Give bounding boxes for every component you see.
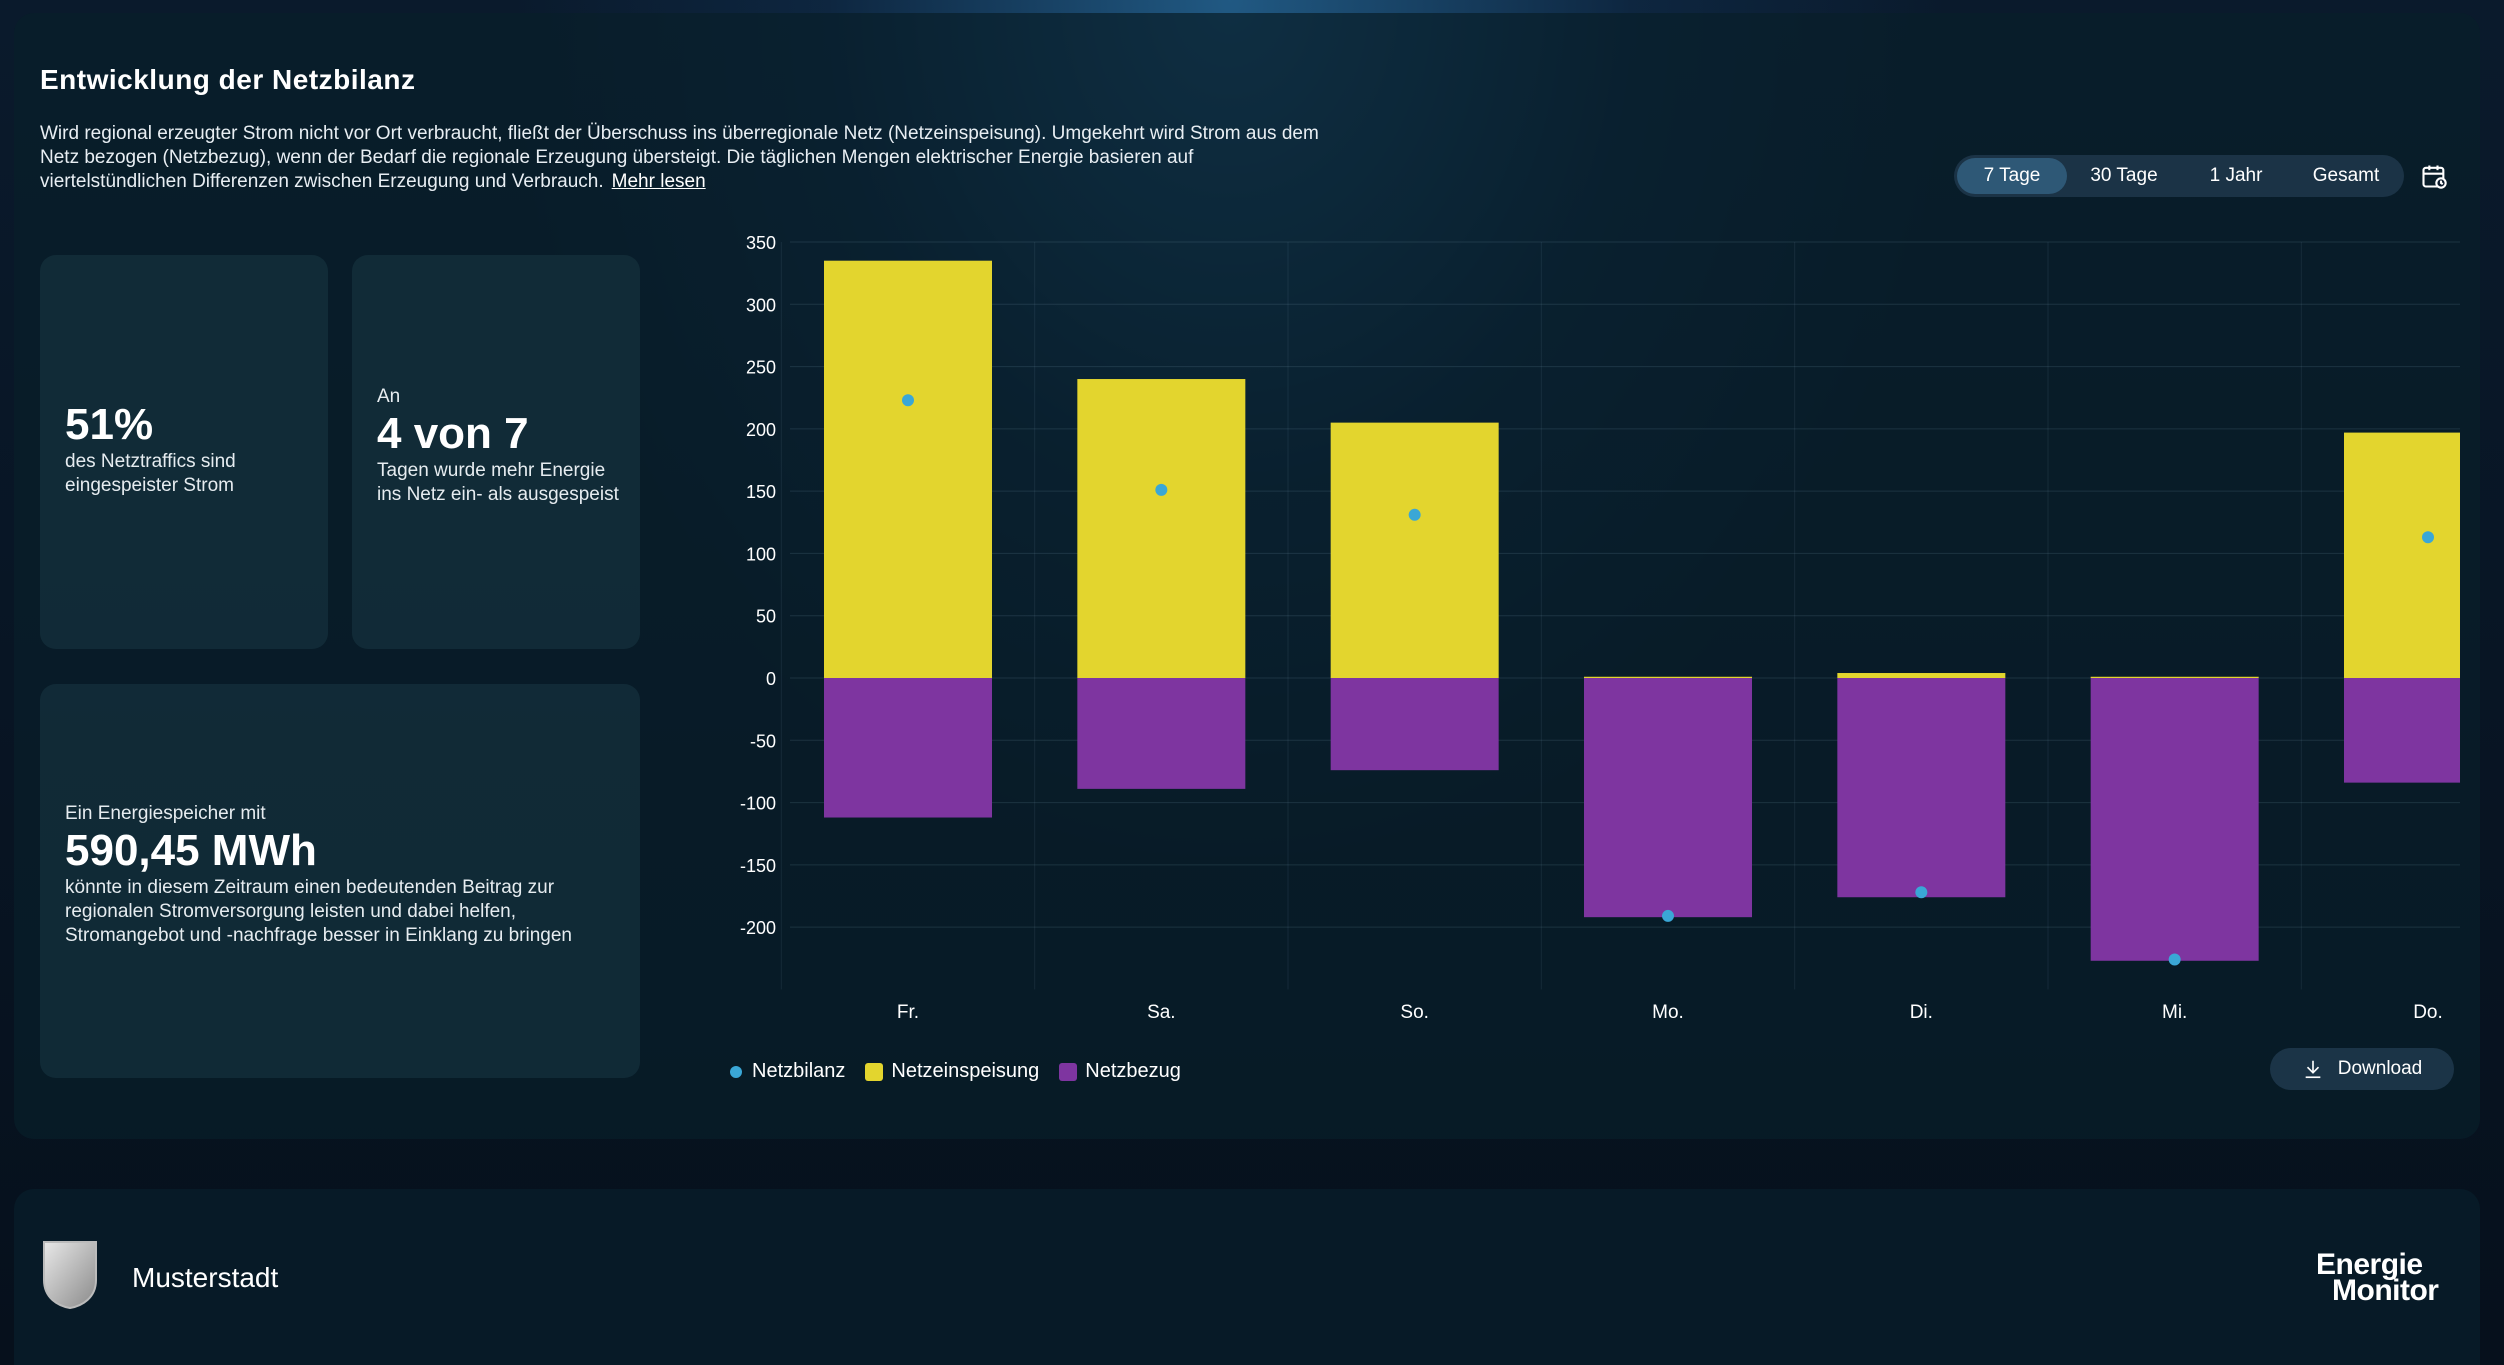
page-title: Entwicklung der Netzbilanz <box>40 64 416 95</box>
share-value: 51% <box>65 400 154 449</box>
bar-netzbezug[interactable] <box>1584 678 1752 918</box>
description: Wird regional erzeugter Strom nicht vor … <box>40 122 1340 194</box>
energie-monitor-logo: Energie Monitor <box>2316 1248 2439 1307</box>
legend-netzbezug[interactable]: Netzbezug <box>1059 1060 1181 1083</box>
storage-value: 590,45 MWh <box>65 826 317 875</box>
y-tick-label: -200 <box>740 918 776 938</box>
legend-label-netzbezug: Netzbezug <box>1085 1060 1181 1082</box>
bar-netzeinspeisung[interactable] <box>1077 379 1246 678</box>
y-tick-label: 50 <box>756 607 776 627</box>
bar-netzeinspeisung[interactable] <box>2344 432 2460 678</box>
storage-text: könnte in diesem Zeitraum einen bedeuten… <box>65 877 572 946</box>
days-value: 4 von 7 <box>377 409 529 458</box>
range-selector: 7 Tage 30 Tage 1 Jahr Gesamt <box>1954 155 2404 197</box>
legend-swatch-netzeinspeisung <box>865 1062 884 1081</box>
download-icon <box>2305 1060 2321 1079</box>
bar-netzbezug[interactable] <box>824 678 992 818</box>
x-tick-label: Fr. <box>897 1002 919 1023</box>
bar-netzbezug[interactable] <box>1077 678 1246 789</box>
range-option-gesamt[interactable]: Gesamt <box>2312 165 2380 186</box>
bar-netzbezug[interactable] <box>1330 678 1499 771</box>
y-tick-label: -100 <box>740 794 776 814</box>
legend-swatch-netzbezug <box>1059 1062 1078 1081</box>
days-text: Tagen wurde mehr Energie ins Netz ein- a… <box>377 460 619 505</box>
legend-netzbilanz[interactable]: Netzbilanz <box>730 1060 845 1083</box>
y-tick-label: 100 <box>746 544 776 564</box>
point-netzbilanz[interactable] <box>2168 953 2181 966</box>
footer <box>14 1189 2480 1365</box>
card-storage: Ein Energiespeicher mit 590,45 MWh könnt… <box>40 684 640 1078</box>
bar-netzeinspeisung[interactable] <box>2090 676 2259 678</box>
calendar-icon[interactable] <box>2420 162 2448 190</box>
x-tick-label: Sa. <box>1147 1002 1176 1023</box>
range-option-1-jahr[interactable]: 1 Jahr <box>2209 165 2263 186</box>
point-netzbilanz[interactable] <box>1155 483 1168 496</box>
y-tick-label: -150 <box>740 856 776 876</box>
brand-line2: Monitor <box>2332 1274 2439 1307</box>
bar-netzeinspeisung[interactable] <box>1330 422 1499 678</box>
point-netzbilanz[interactable] <box>1408 508 1421 521</box>
y-tick-label: 0 <box>766 669 776 689</box>
legend-label-netzbilanz: Netzbilanz <box>752 1060 846 1082</box>
download-label: Download <box>2337 1058 2423 1079</box>
read-more-link[interactable]: Mehr lesen <box>611 171 706 192</box>
bar-netzeinspeisung[interactable] <box>1837 673 2006 678</box>
netzbilanz-chart: 350 300 250 200 150 100 50 0 -50 -100 -150 -200 Fr. S… <box>740 233 2460 1023</box>
bar-netzeinspeisung[interactable] <box>1584 676 1752 678</box>
x-tick-label: Di. <box>1910 1002 1933 1023</box>
x-tick-label: So. <box>1400 1002 1429 1023</box>
bar-netzbezug[interactable] <box>2344 678 2460 783</box>
y-tick-label: 250 <box>746 358 776 378</box>
point-netzbilanz[interactable] <box>2422 531 2434 544</box>
legend-netzeinspeisung[interactable]: Netzeinspeisung <box>865 1060 1039 1083</box>
point-netzbilanz[interactable] <box>1662 909 1674 922</box>
y-tick-label: -50 <box>750 731 776 751</box>
x-tick-label: Do. <box>2413 1002 2443 1023</box>
brand-line1: Energie <box>2316 1248 2423 1281</box>
bar-netzbezug[interactable] <box>1837 678 2006 898</box>
legend-label-netzeinspeisung: Netzeinspeisung <box>891 1060 1040 1082</box>
x-tick-label: Mi. <box>2162 1002 2187 1023</box>
card-days: An 4 von 7 Tagen wurde mehr Energie ins … <box>352 255 640 649</box>
city-name: Musterstadt <box>132 1262 279 1293</box>
city-crest-icon <box>43 1241 97 1310</box>
point-netzbilanz[interactable] <box>1915 886 1928 899</box>
y-tick-label: 150 <box>746 482 776 502</box>
card-share: 51% des Netztraffics sind eingespeister … <box>40 255 328 649</box>
share-text: des Netztraffics sind eingespeister Stro… <box>65 451 236 496</box>
bar-netzeinspeisung[interactable] <box>824 260 992 678</box>
y-tick-label: 350 <box>746 233 776 253</box>
x-tick-label: Mo. <box>1652 1002 1684 1023</box>
bar-netzbezug[interactable] <box>2090 678 2259 961</box>
storage-prefix: Ein Energiespeicher mit <box>65 803 266 824</box>
description-text: Wird regional erzeugter Strom nicht vor … <box>40 123 1319 192</box>
legend-dot-netzbilanz <box>730 1065 742 1078</box>
y-tick-label: 200 <box>746 420 776 440</box>
days-prefix: An <box>377 386 401 407</box>
point-netzbilanz[interactable] <box>902 394 914 407</box>
range-option-7-tage[interactable]: 7 Tage <box>1957 158 2067 194</box>
y-tick-label: 300 <box>746 295 776 315</box>
download-button[interactable]: Download <box>2270 1048 2454 1090</box>
chart-legend: Netzbilanz Netzeinspeisung Netzbezug <box>730 1060 1201 1083</box>
range-option-30-tage[interactable]: 30 Tage <box>2090 165 2158 186</box>
